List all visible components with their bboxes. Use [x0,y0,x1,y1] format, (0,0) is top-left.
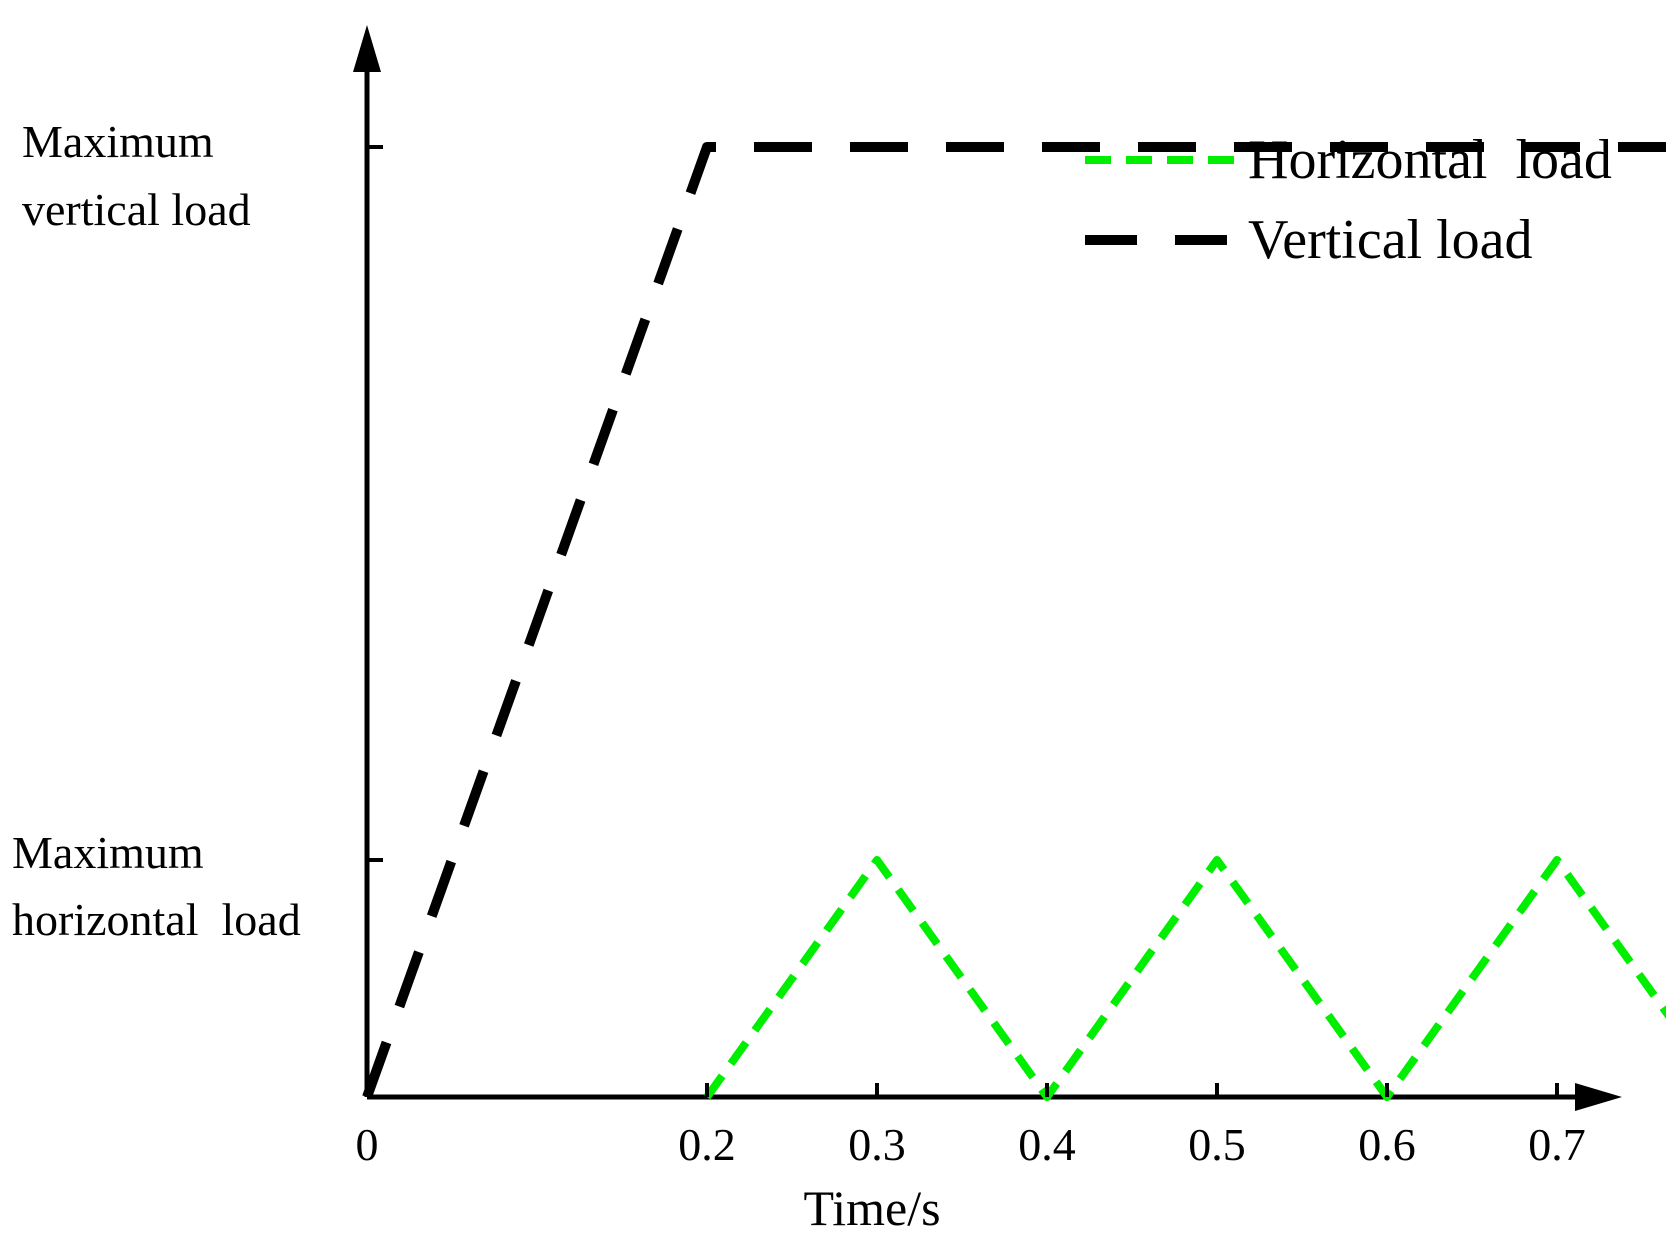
y-axis-arrow [353,25,381,72]
series-line-horizontal-load [703,856,1666,1101]
x-tick-label: 0.7 [1528,1119,1586,1170]
x-tick-label: 0.4 [1018,1119,1076,1170]
ticks-layer: 00.20.30.40.50.60.70.80.91.3Maximumhoriz… [12,116,1586,1170]
legend: Horizontal load Vertical load [1085,129,1612,271]
series-layer [362,142,1666,1101]
x-tick-label: 0.2 [678,1119,736,1170]
x-tick-label: 0.5 [1188,1119,1246,1170]
legend-label: Vertical load [1248,209,1533,271]
x-axis-label: Time/s [803,1180,940,1236]
series-line-vertical-load [362,142,1666,1099]
legend-label: Horizontal load [1248,129,1612,191]
y-tick-label: vertical load [22,184,251,235]
x-tick-label: 0.3 [848,1119,906,1170]
x-axis-arrow [1575,1083,1622,1111]
y-tick-label: Maximum [22,116,214,167]
y-tick-label: Maximum [12,827,204,878]
x-tick-label: 0.6 [1358,1119,1416,1170]
y-tick-label: horizontal load [12,894,301,945]
axes [353,25,1622,1111]
x-tick-label: 0 [356,1119,379,1170]
